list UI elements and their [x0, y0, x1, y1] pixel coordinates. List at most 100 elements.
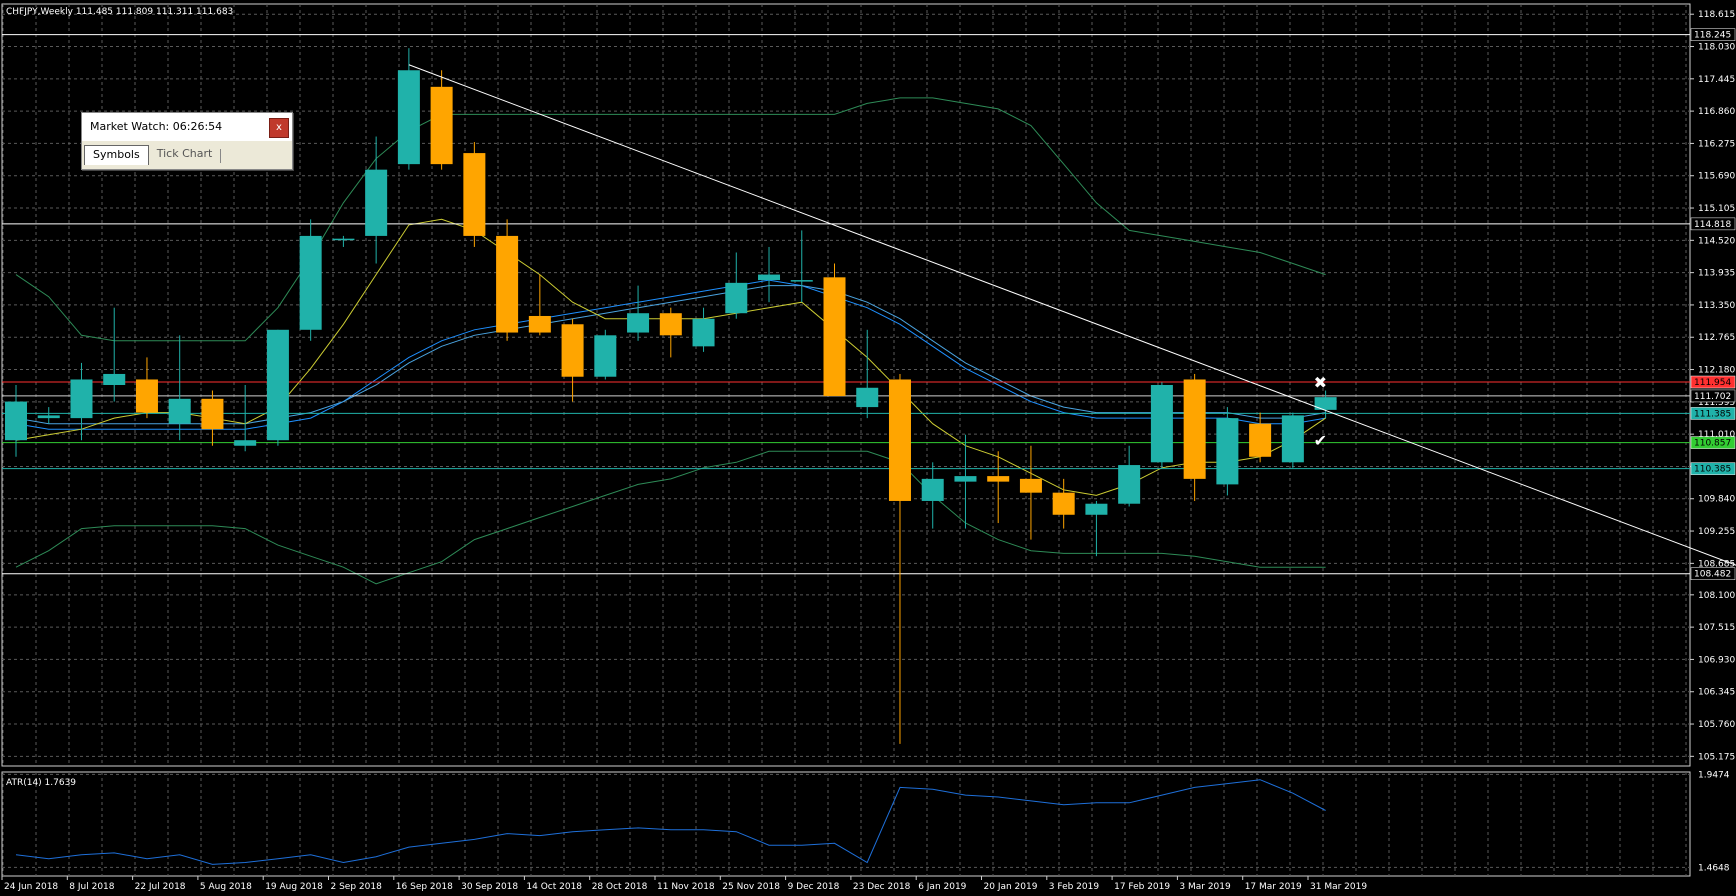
x-tick-label: 30 Sep 2018	[461, 882, 518, 892]
price-level-label-box	[1690, 462, 1736, 475]
candle-body	[561, 324, 584, 377]
price-level-label-box	[1690, 375, 1736, 389]
price-level-label: 118.245	[1694, 31, 1731, 41]
x-tick-label: 8 Jul 2018	[69, 882, 114, 892]
candle-body	[954, 476, 977, 482]
price-level-label: 110.385	[1694, 465, 1731, 475]
y-tick-label: 108.100	[1698, 591, 1735, 601]
tab-tick-chart[interactable]: Tick Chart	[156, 147, 213, 160]
y-tick-label: 108.685	[1698, 559, 1735, 569]
candle-body	[332, 238, 355, 241]
x-tick-label: 25 Nov 2018	[722, 882, 780, 892]
close-icon[interactable]: x	[269, 118, 289, 138]
x-tick-label: 6 Jan 2019	[918, 882, 966, 892]
atr-line	[15, 779, 1326, 865]
y-tick-label: 112.180	[1698, 366, 1735, 376]
ma-slow-line	[15, 279, 1326, 430]
check-icon: ✔	[1314, 431, 1327, 450]
y-tick-label: 109.255	[1698, 527, 1735, 537]
candle-body	[1150, 385, 1173, 463]
y-tick-label: 106.345	[1698, 688, 1735, 698]
y-tick-label: 105.175	[1698, 752, 1735, 762]
chart-header: CHFJPY,Weekly 111.485 111.809 111.311 11…	[6, 7, 233, 17]
x-tick-label: 23 Dec 2018	[853, 882, 911, 892]
x-tick-label: 3 Mar 2019	[1179, 882, 1231, 892]
candle-body	[37, 415, 60, 419]
atr-header: ATR(14) 1.7639	[6, 778, 76, 788]
candle-body	[1314, 397, 1337, 410]
candle-body	[528, 315, 551, 333]
price-level-label: 111.702	[1694, 392, 1731, 402]
x-tick-label: 17 Mar 2019	[1245, 882, 1302, 892]
candle-body	[1249, 423, 1272, 457]
y-tick-label: 114.520	[1698, 236, 1735, 246]
candle-body	[70, 379, 93, 419]
candle-body	[430, 86, 453, 165]
candle-body	[758, 274, 781, 281]
candle-body	[103, 373, 126, 385]
x-tick-label: 16 Sep 2018	[396, 882, 453, 892]
candle-body	[463, 153, 486, 236]
band-upper-line	[15, 97, 1326, 342]
price-level-label-box	[1690, 567, 1736, 580]
price-level-label: 114.818	[1694, 220, 1731, 230]
y-tick-label: 107.515	[1698, 623, 1735, 633]
candle-body	[266, 329, 289, 441]
candle-body	[987, 476, 1010, 482]
market-watch-tabs: Symbols Tick Chart	[84, 145, 222, 165]
x-tick-label: 11 Nov 2018	[657, 882, 715, 892]
candle-body	[856, 387, 879, 408]
candle-body	[201, 398, 224, 430]
candle-body	[397, 70, 420, 165]
y-tick-label: 116.860	[1698, 107, 1735, 117]
price-level-label: 111.385	[1694, 409, 1731, 419]
x-tick-label: 2 Sep 2018	[331, 882, 383, 892]
candle-body	[5, 401, 27, 441]
x-tick-label: 14 Oct 2018	[526, 882, 582, 892]
x-tick-label: 17 Feb 2019	[1114, 882, 1170, 892]
main-plot-frame	[1, 3, 1691, 767]
price-level-label-box	[1690, 436, 1736, 449]
price-level-label: 108.482	[1694, 570, 1731, 580]
x-tick-label: 22 Jul 2018	[135, 882, 186, 892]
candle-body	[888, 379, 911, 501]
y-tick-label: 112.765	[1698, 333, 1735, 343]
y-tick-label: 116.275	[1698, 139, 1735, 149]
market-watch-window[interactable]: Market Watch: 06:26:54 x Symbols Tick Ch…	[81, 112, 293, 170]
band-lower-line	[15, 450, 1326, 585]
candle-body	[627, 313, 650, 333]
candle-body	[1216, 418, 1239, 485]
cross-icon: ✖	[1314, 373, 1327, 392]
x-tick-label: 19 Aug 2018	[265, 882, 323, 892]
candle-body	[1183, 379, 1206, 479]
y-tick-label: 113.935	[1698, 269, 1735, 279]
atr-plot-frame	[1, 771, 1691, 877]
price-level-label: 110.857	[1694, 439, 1731, 449]
price-level-label-box	[1690, 28, 1736, 41]
y-tick-label: 117.445	[1698, 75, 1735, 85]
candle-body	[299, 235, 322, 330]
y-tick-label: 109.840	[1698, 495, 1735, 505]
candle-body	[1281, 415, 1304, 463]
candle-body	[692, 318, 715, 347]
tab-symbols[interactable]: Symbols	[84, 145, 149, 165]
candle-body	[1085, 503, 1108, 515]
y-tick-label: 111.010	[1698, 430, 1735, 440]
candle-body	[234, 440, 257, 446]
trend-line	[408, 64, 1736, 566]
x-tick-label: 3 Feb 2019	[1049, 882, 1100, 892]
price-level-label-box	[1690, 389, 1736, 403]
price-level-label: 111.954	[1694, 378, 1731, 388]
x-tick-label: 20 Jan 2019	[984, 882, 1038, 892]
y-tick-label: 106.930	[1698, 655, 1735, 665]
price-level-label-box	[1690, 217, 1736, 231]
y-tick-label: 105.760	[1698, 720, 1735, 730]
x-tick-label: 5 Aug 2018	[200, 882, 252, 892]
y-tick-label: 111.595	[1698, 398, 1735, 408]
candle-body	[496, 235, 519, 333]
candle-body	[790, 280, 813, 282]
candle-body	[365, 169, 388, 236]
y-tick-label: 118.615	[1698, 10, 1735, 20]
candle-body	[725, 282, 748, 314]
